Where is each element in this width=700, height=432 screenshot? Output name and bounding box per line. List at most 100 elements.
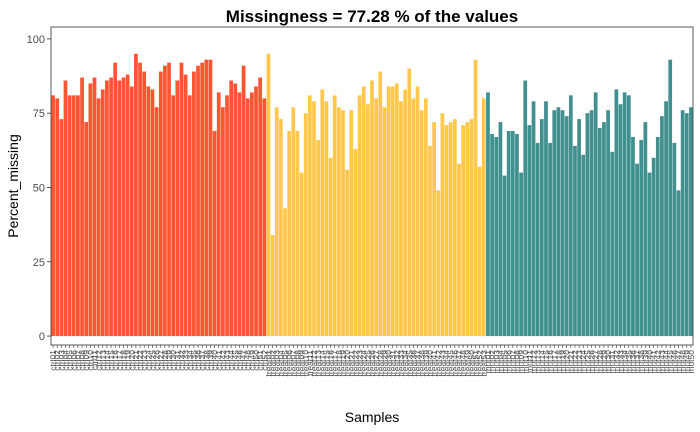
bar [573,145,577,337]
x-tick-label: mut15 [541,350,551,374]
x-tick-label: treat39 [421,350,431,377]
bar [175,80,180,337]
x-tick-label: ctrl11 [89,350,99,370]
bar [328,157,333,337]
bar [113,62,118,337]
x-tick-label: mut32 [611,350,621,374]
x-tick-label: ctrl51 [255,350,265,371]
x-tick-label: treat04 [276,350,286,377]
x-tick-label: treat50 [466,350,476,377]
bar [436,190,441,337]
bar [258,77,263,337]
bar [506,131,511,337]
bar [192,71,196,337]
bar [303,113,308,337]
x-tick-label: mut24 [578,350,588,374]
bar [212,131,217,337]
x-tick-label: ctrl46 [234,350,244,371]
bar [163,65,167,337]
bar [581,154,586,337]
bar [684,113,689,337]
bar [361,86,366,337]
bar [432,122,436,337]
bar [324,101,329,337]
bar [245,98,250,337]
x-tick-label: treat52 [475,350,485,377]
x-tick-label: treat30 [384,350,394,377]
y-axis: 0 25 50 75 100 [27,34,51,343]
x-tick-label: ctrl45 [230,350,240,371]
x-tick-label: treat02 [268,350,278,377]
bar [469,119,474,337]
bar [399,101,403,337]
x-tick-label: treat09 [297,350,307,377]
bar [88,83,93,337]
bar [473,59,478,337]
bar [158,71,163,337]
x-tick-label: treat22 [350,350,360,377]
bar [448,122,453,337]
x-tick-label: ctrl48 [243,350,253,371]
x-tick-label: mut27 [591,350,601,374]
bar [577,119,581,337]
bar [556,107,561,337]
bar [481,98,486,337]
bar [494,136,499,337]
bar [539,119,544,337]
x-tick-label: ctrl21 [131,350,141,371]
bar [477,166,482,337]
bar [216,92,221,337]
x-tick-label: ctrl26 [152,350,162,371]
x-tick-label: mut23 [574,350,584,374]
bar [171,95,176,337]
x-tick-label: treat06 [284,350,294,377]
bar [651,157,656,337]
bar [204,59,209,337]
bar [150,89,155,337]
bar [283,208,287,337]
bar [221,107,225,337]
x-tick-label: ctrl19 [123,350,133,371]
bar [428,145,432,337]
bar [142,71,147,337]
bar [129,86,134,337]
bar [560,110,565,337]
x-tick-label: treat43 [437,350,447,377]
bar [680,110,685,337]
x-tick-label: mut06 [504,350,514,374]
bar [564,116,569,337]
x-tick-label: treat32 [392,350,402,377]
x-tick-label: ctrl30 [168,350,178,371]
x-tick-label: mut09 [516,350,526,374]
bar [370,80,374,337]
bar [502,175,507,337]
bar [196,65,200,337]
x-tick-label: treat49 [462,350,472,377]
x-tick-label: mut39 [640,350,650,374]
x-tick-label: treat28 [375,350,385,377]
x-tick-label: treat17 [330,350,340,377]
bar [229,80,234,337]
bar [660,116,664,337]
x-tick-label: ctrl39 [205,350,215,371]
bar [179,62,184,337]
bar [266,53,271,337]
x-tick-label: mut12 [529,350,539,374]
x-tick-label: mut03 [491,350,501,374]
chart-title: Missingness = 77.28 % of the values [226,7,518,26]
bar [134,53,138,337]
x-tick-label: mut31 [607,350,617,374]
x-tick-label: ctrl50 [251,350,261,371]
bar [237,92,242,337]
bar [602,122,606,337]
x-tick-label: ctrl17 [114,350,124,371]
bar [316,139,321,337]
bar [117,80,122,337]
x-tick-label: mut22 [570,350,580,374]
x-tick-label: ctrl20 [127,350,137,371]
x-tick-label: mut01 [483,350,493,374]
y-tick-label: 50 [33,182,45,194]
x-tick-label: mut44 [661,350,671,374]
y-tick-label: 75 [33,108,45,120]
bar [241,65,246,337]
